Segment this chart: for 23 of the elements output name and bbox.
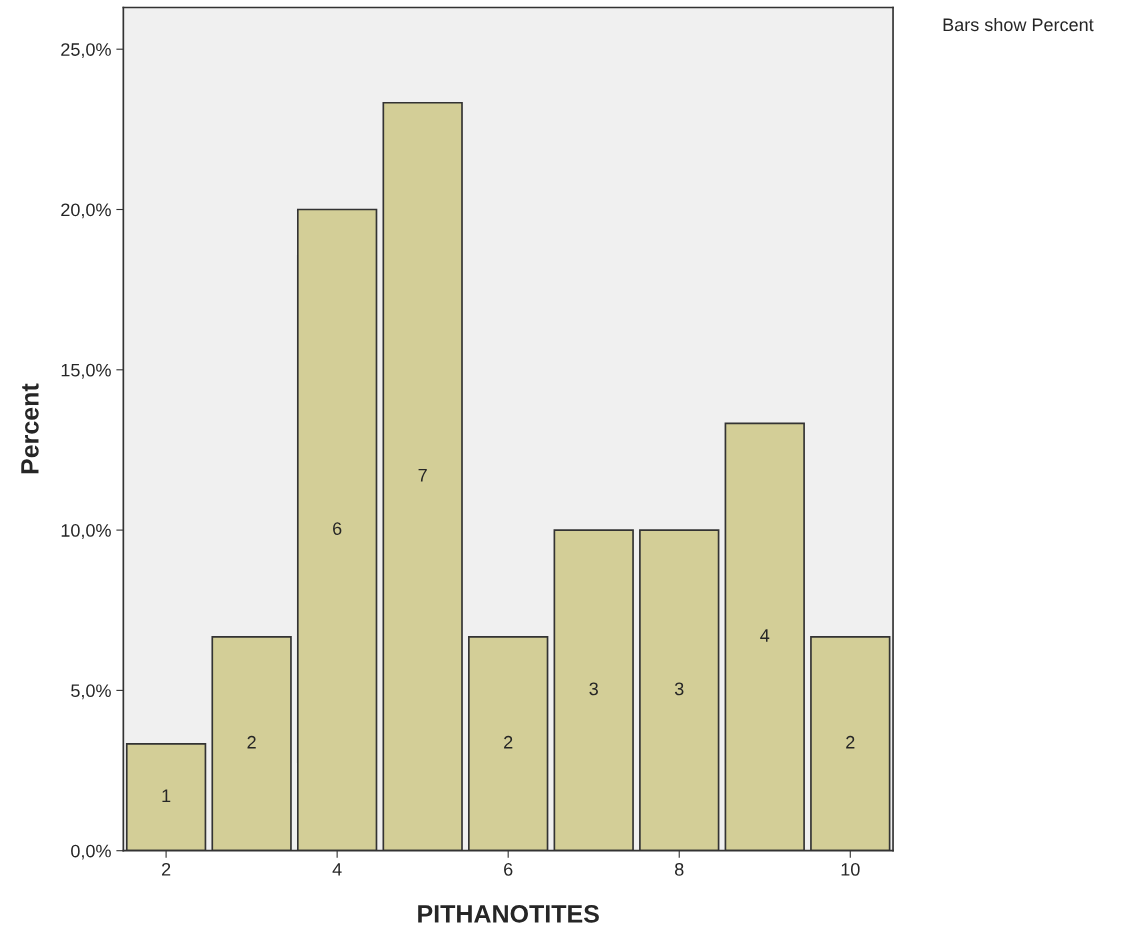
- annotation: 2: [247, 735, 256, 749]
- x-tick-label: 2: [161, 862, 171, 876]
- annotation: 4: [760, 629, 770, 642]
- x-tick-label: 4: [332, 863, 342, 876]
- x-tick-label: 10: [841, 862, 860, 876]
- annotation: 7: [418, 468, 427, 482]
- annotation: 2: [504, 735, 513, 749]
- y-tick-label: 25,0%: [61, 43, 111, 59]
- y-axis-title: Percent: [21, 383, 39, 474]
- x-tick-label: 8: [675, 862, 684, 876]
- y-tick-label: 20,0%: [61, 203, 111, 219]
- annotation: 3: [674, 682, 684, 696]
- y-tick-label: 10,0%: [61, 524, 111, 539]
- y-tick-label: 0,0%: [71, 844, 111, 860]
- text: Bars show Percent: [943, 17, 1094, 32]
- annotation: 3: [589, 682, 598, 696]
- x-axis-title: PITHANOTITES: [418, 905, 599, 923]
- annotation: 2: [846, 735, 855, 749]
- y-tick-label: 15,0%: [61, 363, 111, 379]
- annotation: 6: [333, 522, 342, 535]
- y-tick-label: 5,0%: [71, 684, 111, 700]
- x-tick-label: 6: [504, 862, 513, 876]
- annotation: 1: [162, 789, 171, 802]
